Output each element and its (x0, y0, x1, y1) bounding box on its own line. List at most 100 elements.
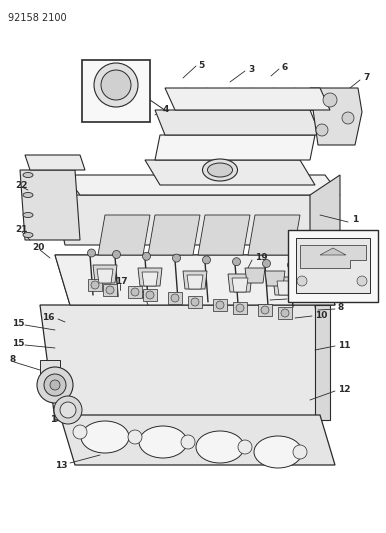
Polygon shape (40, 305, 330, 420)
Text: 15: 15 (12, 319, 24, 327)
Polygon shape (183, 271, 207, 289)
Polygon shape (97, 269, 113, 283)
Ellipse shape (203, 159, 237, 181)
Polygon shape (55, 255, 335, 305)
Circle shape (91, 281, 99, 289)
Circle shape (131, 288, 139, 296)
Circle shape (357, 276, 367, 286)
Circle shape (238, 440, 252, 454)
Polygon shape (20, 170, 80, 240)
Polygon shape (315, 305, 330, 420)
Ellipse shape (254, 436, 302, 468)
Bar (258, 304, 272, 316)
Circle shape (142, 252, 151, 260)
Text: 17: 17 (115, 278, 128, 287)
Polygon shape (148, 215, 200, 255)
Circle shape (191, 298, 199, 306)
Text: 8: 8 (10, 356, 16, 365)
Polygon shape (65, 175, 340, 195)
Polygon shape (265, 271, 285, 286)
Polygon shape (155, 135, 315, 160)
Circle shape (60, 402, 76, 418)
Circle shape (146, 291, 154, 299)
Circle shape (216, 301, 224, 309)
Circle shape (88, 249, 95, 257)
Ellipse shape (196, 431, 244, 463)
Text: 92158 2100: 92158 2100 (8, 13, 67, 23)
Bar (143, 289, 157, 301)
Circle shape (323, 93, 337, 107)
Text: 11: 11 (338, 341, 350, 350)
Circle shape (297, 276, 307, 286)
Polygon shape (245, 268, 265, 283)
Text: 14: 14 (50, 416, 63, 424)
Circle shape (94, 63, 138, 107)
Text: 2: 2 (318, 263, 324, 272)
Polygon shape (55, 195, 325, 245)
Polygon shape (198, 215, 250, 255)
Polygon shape (300, 245, 366, 268)
Polygon shape (187, 275, 203, 289)
Ellipse shape (23, 173, 33, 177)
Text: 21: 21 (15, 225, 27, 235)
Text: 9: 9 (290, 294, 296, 303)
Polygon shape (145, 160, 315, 185)
Circle shape (288, 261, 296, 269)
Polygon shape (310, 175, 340, 245)
Circle shape (342, 112, 354, 124)
Bar (278, 307, 292, 319)
Text: 18: 18 (140, 292, 152, 301)
Polygon shape (55, 255, 335, 305)
Polygon shape (165, 88, 330, 110)
Circle shape (44, 374, 66, 396)
Polygon shape (25, 155, 85, 170)
Text: 19: 19 (255, 254, 267, 262)
Circle shape (262, 260, 271, 268)
Text: 5: 5 (198, 61, 204, 69)
Ellipse shape (81, 421, 129, 453)
Text: 20: 20 (32, 244, 44, 253)
Polygon shape (155, 110, 320, 135)
Circle shape (261, 306, 269, 314)
Text: 3: 3 (248, 66, 254, 75)
Bar (288, 230, 378, 302)
Circle shape (281, 309, 289, 317)
Text: 1: 1 (352, 215, 358, 224)
Bar (213, 299, 227, 311)
Bar (40, 360, 60, 392)
Circle shape (73, 425, 87, 439)
Bar (88, 279, 102, 291)
Circle shape (101, 70, 131, 100)
Polygon shape (310, 88, 362, 145)
Circle shape (293, 445, 307, 459)
Text: 15: 15 (12, 338, 24, 348)
Ellipse shape (23, 192, 33, 198)
Circle shape (112, 251, 120, 259)
Text: 4: 4 (163, 106, 169, 115)
Circle shape (37, 367, 73, 403)
Circle shape (236, 304, 244, 312)
Text: 10: 10 (315, 311, 327, 319)
Circle shape (181, 435, 195, 449)
Bar (188, 296, 202, 308)
Circle shape (50, 380, 60, 390)
Polygon shape (142, 272, 158, 286)
Circle shape (173, 254, 181, 262)
Ellipse shape (23, 213, 33, 217)
Text: 12: 12 (338, 385, 350, 394)
Bar (296, 238, 370, 293)
Bar (128, 286, 142, 298)
Text: 13: 13 (55, 461, 68, 470)
Polygon shape (232, 278, 248, 292)
Circle shape (316, 124, 328, 136)
Circle shape (106, 286, 114, 294)
Text: 23: 23 (320, 290, 332, 300)
Bar (82, 60, 150, 122)
Polygon shape (273, 277, 297, 295)
Circle shape (171, 294, 179, 302)
Text: 22: 22 (15, 181, 27, 190)
Text: 16: 16 (42, 313, 54, 322)
Polygon shape (248, 215, 300, 255)
Polygon shape (277, 281, 293, 295)
Bar (103, 284, 117, 296)
